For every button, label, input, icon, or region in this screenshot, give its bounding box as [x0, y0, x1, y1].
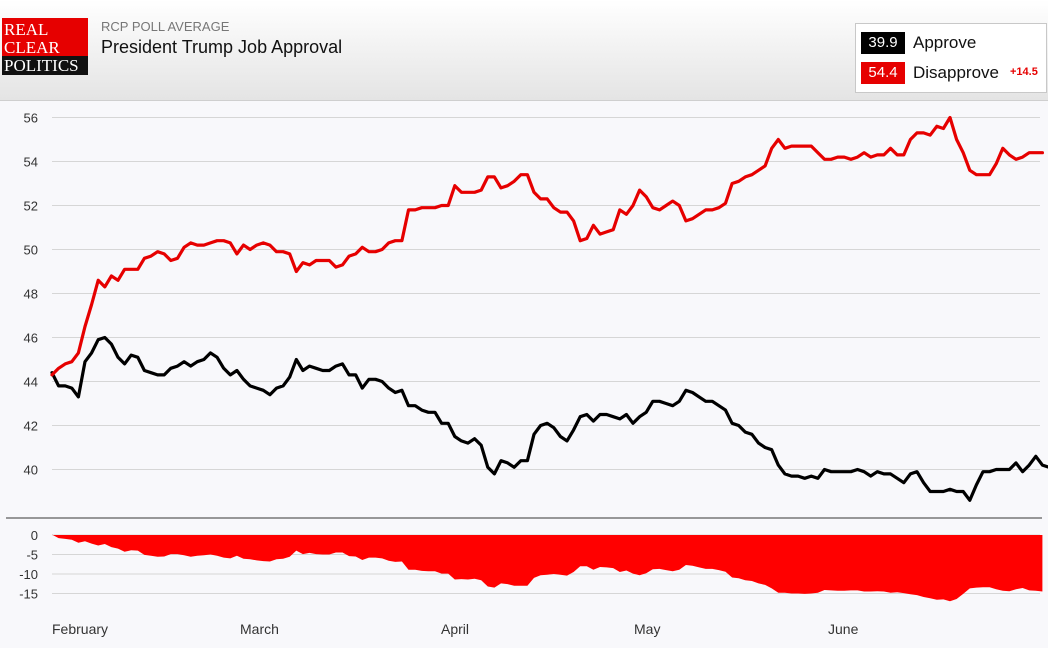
disapprove-value-badge: 54.4: [861, 62, 905, 84]
x-label-june: June: [828, 621, 859, 637]
spread-area: [52, 534, 1043, 602]
y-tick-spread--5: -5: [26, 548, 38, 563]
x-label-may: May: [634, 621, 660, 637]
chart-header: REAL CLEAR POLITICS RCP POLL AVERAGE Pre…: [0, 0, 1048, 101]
x-label-february: February: [52, 621, 108, 637]
approve-label: Approve: [913, 33, 977, 52]
x-label-april: April: [441, 621, 469, 637]
series-line-approve: [50, 335, 1048, 502]
y-tick-spread--10: -10: [19, 567, 38, 582]
y-tick-main-42: 42: [24, 419, 38, 434]
legend-item-disapprove[interactable]: 54.4 Disapprove +14.5: [861, 62, 1046, 84]
spread-value: +14.5: [1010, 66, 1038, 78]
y-tick-spread--15: -15: [19, 587, 38, 602]
y-tick-main-46: 46: [24, 331, 38, 346]
y-tick-main-40: 40: [24, 463, 38, 478]
chart-legend: 39.9 Approve 54.4 Disapprove +14.5: [855, 23, 1047, 93]
logo-line-2: CLEAR: [4, 38, 60, 57]
y-tick-main-44: 44: [24, 375, 38, 390]
y-tick-main-56: 56: [24, 111, 38, 126]
logo-line-1: REAL: [4, 20, 49, 39]
y-tick-main-48: 48: [24, 287, 38, 302]
y-tick-main-54: 54: [24, 155, 38, 170]
logo-line-3: POLITICS: [4, 56, 79, 75]
approve-value-badge: 39.9: [861, 32, 905, 54]
series-line-disapprove: [50, 115, 1044, 377]
chart-supertitle: RCP POLL AVERAGE: [101, 19, 230, 34]
chart-title: President Trump Job Approval: [101, 37, 343, 57]
disapprove-label: Disapprove: [913, 63, 999, 82]
realclearpolitics-logo[interactable]: REAL CLEAR POLITICS: [2, 18, 88, 75]
y-tick-main-50: 50: [24, 243, 38, 258]
legend-item-approve[interactable]: 39.9 Approve: [861, 32, 1046, 54]
logo-black-strip: [2, 56, 88, 75]
y-tick-spread-0: 0: [31, 528, 38, 543]
x-label-march: March: [240, 621, 279, 637]
y-tick-main-52: 52: [24, 199, 38, 214]
